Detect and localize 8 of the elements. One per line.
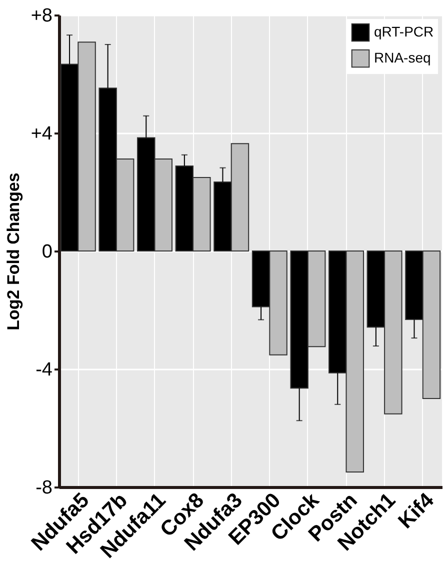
y-tick-label: +4 — [30, 124, 53, 144]
y-tick-label: -8 — [36, 478, 52, 498]
y-axis-title: Log2 Fold Changes — [4, 172, 23, 330]
legend-label: qRT-PCR — [374, 24, 434, 40]
y-tick-label: +8 — [30, 6, 52, 26]
y-tick-label: 0 — [42, 242, 52, 262]
legend-label: RNA-seq — [374, 50, 431, 66]
y-tick-label: -4 — [36, 360, 53, 380]
